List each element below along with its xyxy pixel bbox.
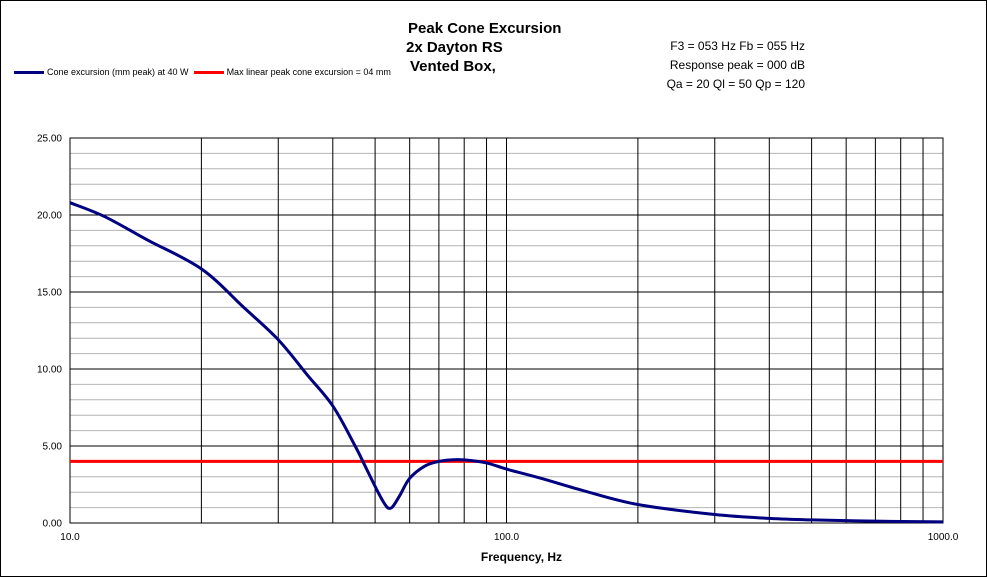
x-tick-label: 100.0	[494, 532, 519, 543]
y-tick-label: 0.00	[43, 519, 63, 530]
y-tick-label: 5.00	[43, 442, 63, 453]
x-tick-label: 10.0	[60, 532, 80, 543]
plot-border	[69, 137, 944, 524]
legend-label-max-linear: Max linear peak cone excursion = 04 mm	[226, 67, 391, 77]
param-response-peak: Response peak = 000 dB	[669, 58, 805, 72]
legend-item-excursion: Cone excursion (mm peak) at 40 W	[14, 67, 189, 77]
legend-item-max-linear: Max linear peak cone excursion = 04 mm	[193, 67, 391, 77]
parameters-block: F3 = 053 Hz Fb = 055 Hz Response peak = …	[667, 37, 805, 94]
title-line-2: 2x Dayton RS	[406, 38, 561, 57]
legend-swatch-max-linear	[193, 70, 224, 74]
title-line-3-text: Vented Box,	[410, 58, 496, 75]
x-tick-label: 1000.0	[928, 532, 959, 543]
y-tick-label: 10.00	[37, 365, 62, 376]
chart-legend: Cone excursion (mm peak) at 40 W Max lin…	[14, 67, 396, 77]
y-tick-label: 25.00	[37, 134, 62, 145]
legend-swatch-excursion	[14, 70, 44, 74]
title-line-2-text: 2x Dayton RS	[406, 39, 503, 56]
param-f3-fb: F3 = 053 Hz Fb = 055 Hz	[670, 39, 805, 53]
series-line-cone-excursion	[69, 201, 944, 524]
y-tick-label: 15.00	[37, 288, 62, 299]
y-tick-label: 20.00	[37, 211, 62, 222]
param-q-values: Qa = 20 Ql = 50 Qp = 120	[666, 77, 805, 91]
legend-label-excursion: Cone excursion (mm peak) at 40 W	[47, 67, 189, 77]
x-axis-label: Frequency, Hz	[481, 550, 562, 564]
chart-title: Peak Cone Excursion 2x Dayton RS Vented …	[406, 19, 562, 76]
title-line-3: Vented Box,	[410, 57, 561, 76]
title-line-1: Peak Cone Excursion	[408, 20, 562, 37]
